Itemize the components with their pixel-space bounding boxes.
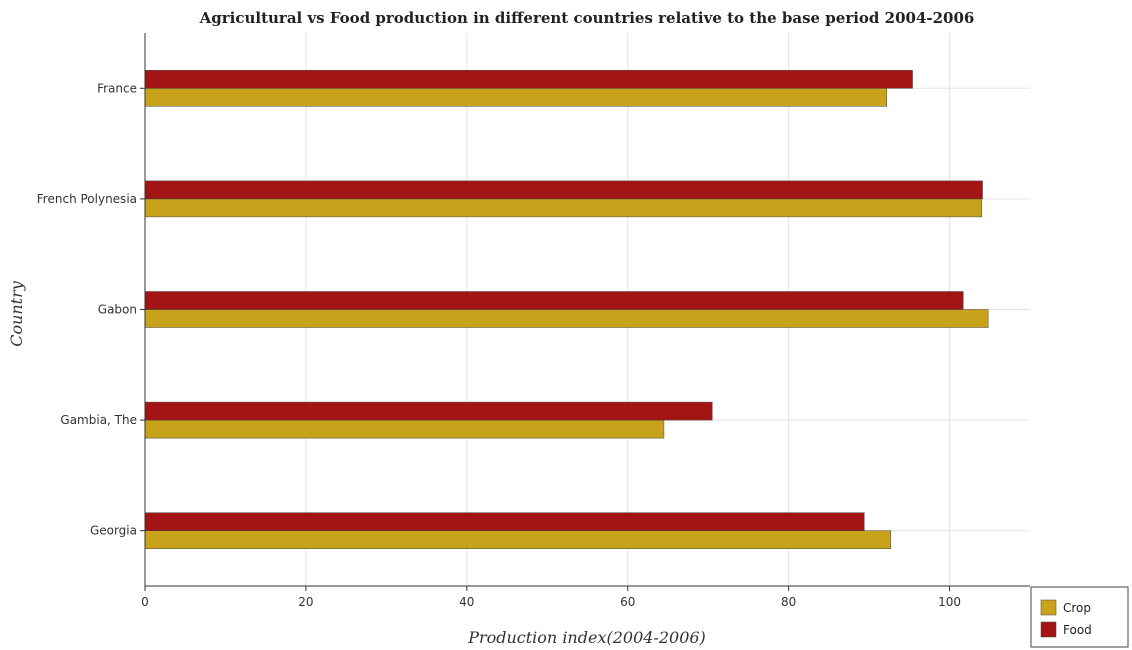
bar-crop [144, 88, 888, 107]
bar-food [144, 180, 983, 200]
x-tick-label: 80 [781, 595, 796, 609]
bar-food [144, 512, 865, 531]
x-tick-label: 0 [141, 595, 149, 609]
x-axis-label: Production index(2004-2006) [467, 628, 706, 647]
bar-crop [144, 419, 665, 439]
y-tick-label: Gambia, The [60, 413, 137, 427]
x-tick-label: 60 [620, 595, 635, 609]
y-tick-labels: France French Polynesia Gabon Gambia, The Ge… [37, 81, 137, 537]
y-tick-label: Georgia [90, 524, 137, 538]
bar-crop [144, 530, 892, 549]
bar-crop [144, 198, 982, 218]
legend-swatch-crop [1040, 599, 1057, 616]
x-tick-label: 100 [938, 595, 961, 609]
y-tick-label: French Polynesia [37, 192, 137, 206]
y-tick-label: Gabon [98, 303, 137, 317]
bar-food [144, 401, 713, 421]
chart-title: Agricultural vs Food production in diffe… [199, 9, 975, 27]
y-tick-label: France [97, 81, 137, 95]
legend-label-crop: Crop [1063, 601, 1091, 615]
x-tick-labels: 0 20 40 60 80 100 [141, 595, 961, 609]
bar-food [144, 291, 964, 310]
legend-label-food: Food [1063, 623, 1092, 637]
bars [144, 70, 989, 549]
x-tick-label: 40 [459, 595, 474, 609]
axes [140, 33, 1030, 591]
legend: Crop Food [1030, 586, 1129, 648]
bar-crop [144, 309, 989, 328]
bar-food [144, 70, 913, 89]
legend-swatch-food [1040, 621, 1057, 638]
legend-box [1030, 586, 1129, 648]
y-axis-label: Country [7, 280, 26, 347]
x-tick-label: 20 [298, 595, 313, 609]
